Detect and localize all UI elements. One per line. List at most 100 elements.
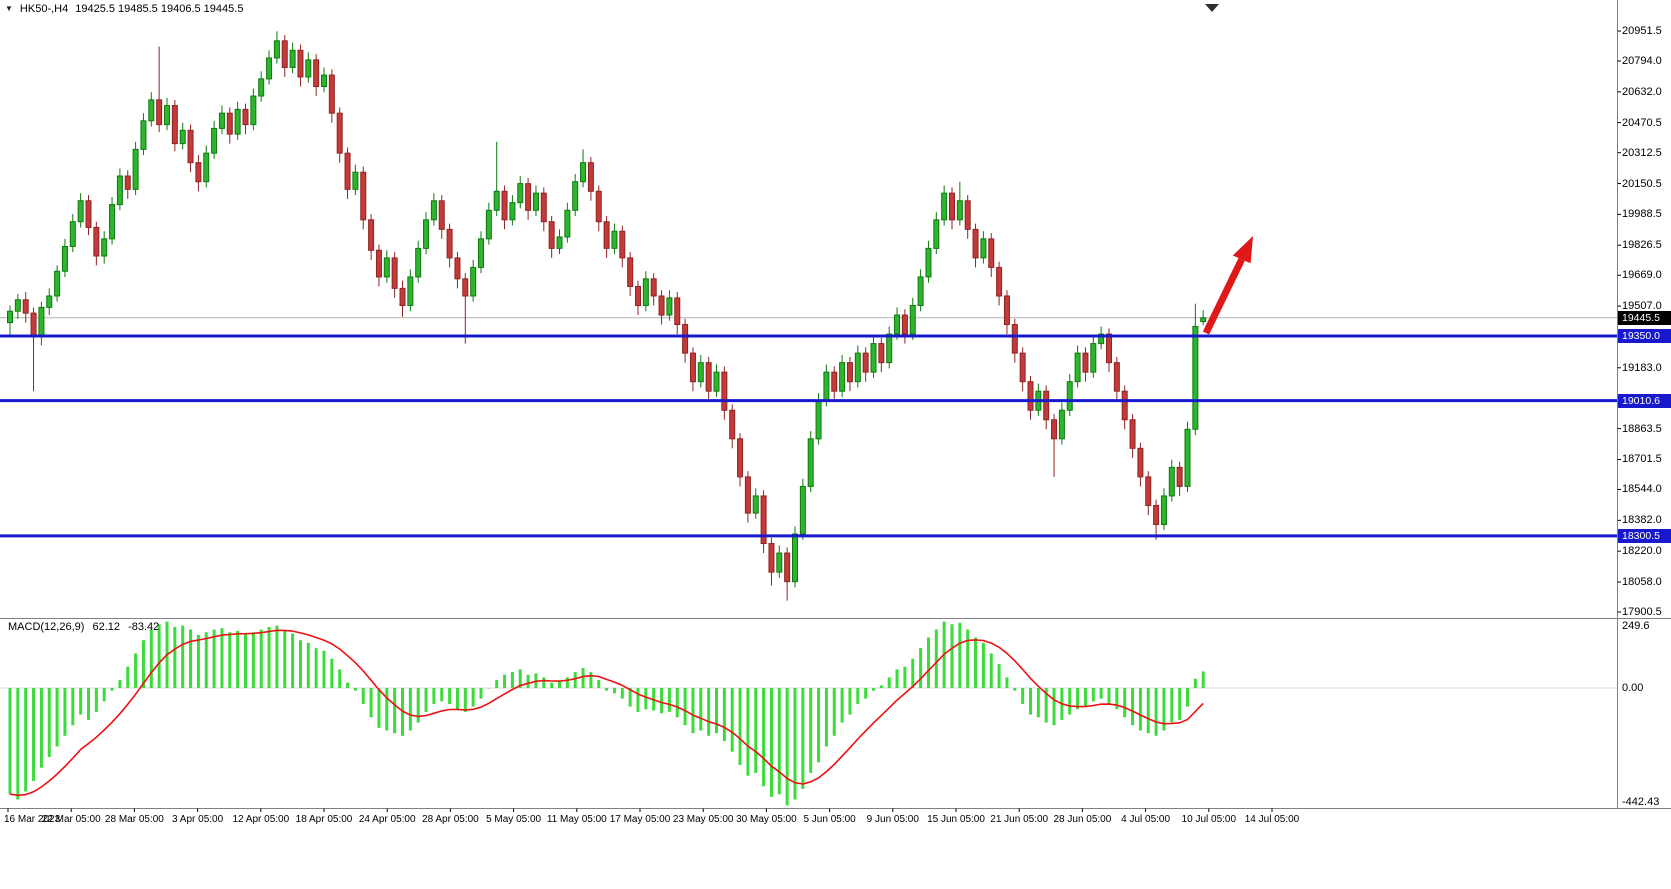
macd-histogram-bar [1170, 688, 1174, 723]
macd-histogram-bar [298, 640, 302, 688]
time-axis-label: 18 Apr 05:00 [295, 814, 353, 825]
macd-histogram-bar [1193, 678, 1197, 688]
symbol-dropdown-icon[interactable]: ▼ [5, 4, 13, 13]
candle-body [360, 171, 367, 221]
macd-histogram-bar [251, 632, 255, 688]
macd-histogram-bar [754, 688, 758, 773]
level-price-tag: 19350.0 [1618, 328, 1671, 343]
time-axis-label: 12 Apr 05:00 [232, 814, 290, 825]
macd-histogram-bar [667, 688, 671, 712]
candle-body [1090, 343, 1097, 373]
macd-histogram-bar [495, 680, 499, 688]
macd-indicator-label: MACD(12,26,9) [8, 621, 85, 633]
macd-histogram-bar [228, 632, 232, 688]
macd-histogram-bar [636, 688, 640, 712]
macd-histogram-bar [204, 632, 208, 688]
macd-histogram-bar [338, 669, 342, 688]
macd-histogram-bar [314, 648, 318, 688]
candle-body [705, 362, 712, 392]
price-axis-label: 18058.0 [1622, 576, 1662, 588]
candle-body [132, 148, 139, 190]
candle-body [226, 112, 233, 135]
chart-shift-marker-icon[interactable] [1205, 4, 1219, 12]
candle-body [768, 543, 775, 573]
candle-body [93, 226, 100, 257]
candle-body [454, 257, 461, 280]
macd-histogram-bar [817, 688, 821, 763]
macd-histogram-bar [738, 688, 742, 766]
candle-body [784, 552, 791, 583]
price-axis-label: 20632.0 [1622, 85, 1662, 98]
candle-body [1113, 362, 1120, 392]
macd-histogram-bar [715, 688, 718, 734]
candle-body [894, 314, 901, 335]
candle-body [729, 409, 736, 440]
candle-body [258, 78, 265, 97]
candle-body [234, 108, 241, 135]
macd-histogram-bar [801, 688, 805, 789]
candle-body [242, 108, 249, 126]
candle-body [1184, 428, 1191, 487]
macd-histogram-bar [79, 688, 83, 715]
candle-body [485, 209, 492, 240]
macd-histogram-bar [448, 688, 452, 704]
candle-body [760, 495, 767, 545]
current-price-tag: 19445.5 [1618, 310, 1671, 325]
macd-histogram-bar [1013, 688, 1017, 691]
candle-body [1176, 466, 1183, 487]
annotation-arrow-shaft[interactable] [1202, 257, 1245, 335]
time-axis-label: 17 May 05:00 [609, 814, 671, 825]
macd-histogram-bar [526, 674, 530, 688]
macd-histogram-bar [408, 688, 412, 731]
candle-body [666, 297, 673, 316]
candle-body [1058, 409, 1065, 440]
candle-body [650, 278, 657, 297]
macd-histogram-bar [118, 680, 122, 688]
candle-body [807, 438, 814, 487]
candle-body [1121, 390, 1128, 421]
candle-body [273, 40, 280, 59]
macd-histogram-bar [1138, 688, 1142, 731]
macd-histogram-bar [1083, 688, 1087, 707]
price-axis-label: 19507.0 [1622, 300, 1662, 313]
candle-body [1074, 352, 1081, 383]
macd-histogram-bar [440, 688, 444, 702]
macd-histogram-bar [612, 688, 616, 694]
macd-histogram-bar [487, 688, 491, 689]
price-axis-label: 17900.5 [1622, 606, 1662, 618]
macd-histogram-bar [879, 685, 883, 688]
candle-body [674, 297, 681, 326]
candle-body [446, 228, 453, 259]
price-axis-label: 19826.5 [1622, 239, 1662, 252]
macd-histogram-bar [71, 688, 75, 726]
macd-histogram-bar [746, 688, 750, 776]
macd-histogram-bar [597, 680, 601, 688]
macd-histogram-bar [87, 688, 90, 720]
candle-body [148, 99, 155, 122]
candle-body [1019, 352, 1026, 383]
macd-histogram-bar [762, 688, 766, 787]
price-axis-label: 18544.0 [1622, 483, 1662, 496]
candle-body [941, 192, 948, 221]
macd-histogram-bar [361, 688, 365, 704]
candle-body [509, 202, 516, 221]
candle-body [211, 127, 218, 154]
macd-histogram-bar [628, 688, 632, 707]
macd-histogram-bar [196, 634, 200, 688]
macd-histogram-bar [283, 630, 287, 688]
candle-body [1082, 352, 1089, 373]
candle-body [752, 495, 759, 514]
candle-body [799, 485, 806, 535]
macd-signal-line [9, 629, 1204, 797]
macd-histogram-bar [424, 688, 428, 712]
candle-body [587, 162, 594, 192]
candle-body [438, 200, 445, 230]
annotation-arrow-head[interactable] [1232, 236, 1253, 264]
macd-histogram-bar [126, 666, 130, 688]
macd-histogram-bar [824, 688, 828, 747]
macd-histogram-bar [47, 688, 51, 758]
